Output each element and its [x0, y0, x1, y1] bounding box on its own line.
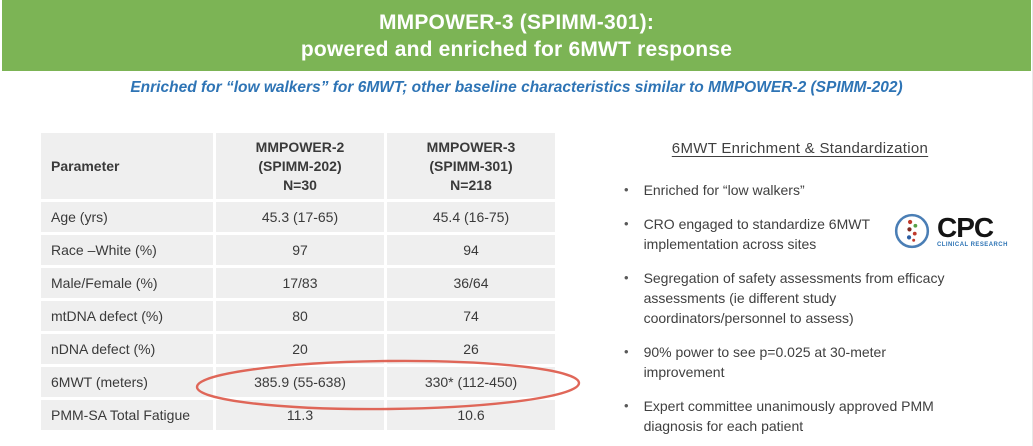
baseline-characteristics-table: Parameter MMPOWER-2 (SPIMM-202) N=30 MMP…	[38, 130, 558, 433]
list-item: • Expert committee unanimously approved …	[624, 396, 1000, 436]
bullet-icon: •	[624, 344, 629, 359]
male-female-mmpower2: 17/83	[216, 268, 384, 298]
6mwt-mmpower3: 330* (112-450)	[387, 367, 555, 397]
title-line-2: powered and enriched for 6MWT response	[300, 38, 733, 61]
list-item: • Segregation of safety assessments from…	[624, 268, 1000, 328]
table-row: PMM-SA Total Fatigue 11.3 10.6	[41, 400, 555, 430]
column-header-mmpower3: MMPOWER-3 (SPIMM-301) N=218	[387, 133, 555, 199]
title-line-1: MMPOWER-3 (SPIMM-301):	[378, 11, 655, 34]
right-panel: 6MWT Enrichment & Standardization • Enri…	[600, 140, 1000, 446]
cpc-clinical-research-logo: CPC CLINICAL RESEARCH	[893, 212, 1008, 250]
table-row: nDNA defect (%) 20 26	[41, 334, 555, 364]
row-label-6mwt: 6MWT (meters)	[41, 367, 213, 397]
list-item: • 90% power to see p=0.025 at 30-meter i…	[624, 342, 1000, 382]
age-mmpower3: 45.4 (16-75)	[387, 202, 555, 232]
bullet-text: Segregation of safety assessments from e…	[643, 270, 945, 326]
mtdna-mmpower3: 74	[387, 301, 555, 331]
bullet-icon: •	[624, 216, 629, 231]
pmm-sa-mmpower3: 10.6	[387, 400, 555, 430]
row-label-ndna: nDNA defect (%)	[41, 334, 213, 364]
bullet-text: CRO engaged to standardize 6MWT implemen…	[643, 216, 870, 252]
row-label-race: Race –White (%)	[41, 235, 213, 265]
race-mmpower3: 94	[387, 235, 555, 265]
mtdna-mmpower2: 80	[216, 301, 384, 331]
male-female-mmpower3: 36/64	[387, 268, 555, 298]
column-header-mmpower2: MMPOWER-2 (SPIMM-202) N=30	[216, 133, 384, 199]
race-mmpower2: 97	[216, 235, 384, 265]
cpc-logo-name: CPC	[937, 211, 994, 243]
bullet-list: • Enriched for “low walkers” • CRO engag…	[624, 180, 1000, 436]
row-label-mtdna: mtDNA defect (%)	[41, 301, 213, 331]
bullet-icon: •	[624, 182, 629, 197]
column-header-parameter: Parameter	[41, 133, 213, 199]
right-panel-heading: 6MWT Enrichment & Standardization	[671, 140, 929, 157]
bullet-icon: •	[624, 270, 629, 285]
age-mmpower2: 45.3 (17-65)	[216, 202, 384, 232]
title-banner: MMPOWER-3 (SPIMM-301): powered and enric…	[2, 0, 1031, 71]
list-item: • Enriched for “low walkers”	[624, 180, 1000, 200]
cpc-logo-subtext: CLINICAL RESEARCH	[937, 241, 1008, 248]
bullet-text: 90% power to see p=0.025 at 30-meter imp…	[643, 344, 886, 380]
table-header-row: Parameter MMPOWER-2 (SPIMM-202) N=30 MMP…	[41, 133, 555, 199]
subtitle: Enriched for “low walkers” for 6MWT; oth…	[130, 79, 903, 96]
6mwt-mmpower2: 385.9 (55-638)	[216, 367, 384, 397]
row-label-age: Age (yrs)	[41, 202, 213, 232]
ndna-mmpower3: 26	[387, 334, 555, 364]
table-row: mtDNA defect (%) 80 74	[41, 301, 555, 331]
cpc-logo-text: CPC CLINICAL RESEARCH	[937, 211, 1008, 248]
bullet-text: Expert committee unanimously approved PM…	[643, 398, 934, 434]
table-row: Age (yrs) 45.3 (17-65) 45.4 (16-75)	[41, 202, 555, 232]
table-row: Male/Female (%) 17/83 36/64	[41, 268, 555, 298]
row-label-pmm-sa: PMM-SA Total Fatigue	[41, 400, 213, 430]
row-label-male-female: Male/Female (%)	[41, 268, 213, 298]
bullet-text: Enriched for “low walkers”	[643, 182, 805, 198]
table-row-6mwt: 6MWT (meters) 385.9 (55-638) 330* (112-4…	[41, 367, 555, 397]
cpc-logo-icon	[894, 213, 930, 249]
table-row: Race –White (%) 97 94	[41, 235, 555, 265]
pmm-sa-mmpower2: 11.3	[216, 400, 384, 430]
ndna-mmpower2: 20	[216, 334, 384, 364]
bullet-icon: •	[624, 398, 629, 413]
list-item: • CRO engaged to standardize 6MWT implem…	[624, 214, 1000, 254]
